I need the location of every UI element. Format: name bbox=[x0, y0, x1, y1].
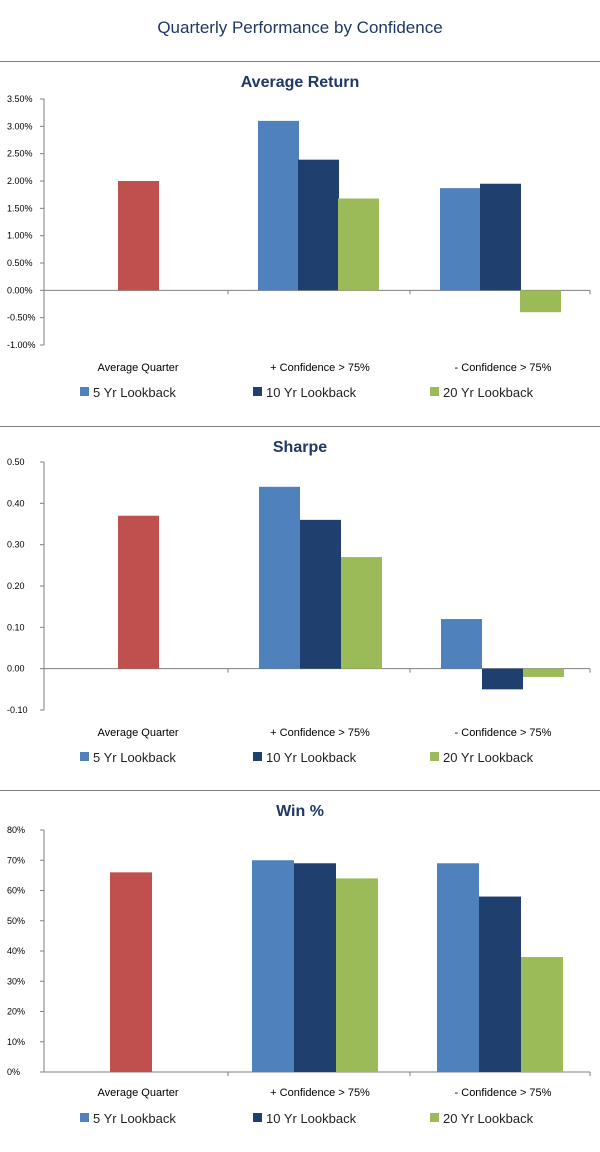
bar-20-yr-lookback-confidence-75 bbox=[521, 957, 563, 1072]
legend-label: 5 Yr Lookback bbox=[93, 1111, 176, 1126]
legend-swatch-10-yr-lookback bbox=[253, 752, 262, 761]
y-tick-label: 1.00% bbox=[7, 231, 33, 241]
legend-swatch-5-yr-lookback bbox=[80, 1113, 89, 1122]
y-tick-label: 10% bbox=[7, 1037, 25, 1047]
win-pct-chart: Win % 0% 10% 20% 30% 40% 50% 60% 70% 80% Average Q… bbox=[7, 803, 591, 1126]
category-label: - Confidence > 75% bbox=[455, 1087, 552, 1099]
y-tick-label: 0.50 bbox=[7, 457, 25, 467]
y-tick-label: 60% bbox=[7, 886, 25, 896]
category-label: + Confidence > 75% bbox=[270, 362, 370, 374]
y-tick-label: 1.50% bbox=[7, 203, 33, 213]
y-tick-label: -1.00% bbox=[7, 340, 36, 350]
legend-swatch-5-yr-lookback bbox=[80, 387, 89, 396]
legend-label: 10 Yr Lookback bbox=[266, 1111, 357, 1126]
legend-label: 5 Yr Lookback bbox=[93, 750, 176, 765]
y-tick-label: 0.20 bbox=[7, 581, 25, 591]
bar-10-yr-lookback-confidence-75 bbox=[298, 159, 339, 291]
y-tick-label: 70% bbox=[7, 855, 25, 865]
chart-title: Win % bbox=[276, 803, 324, 820]
bar-10-yr-lookback-confidence-75 bbox=[294, 863, 336, 1072]
category-label: - Confidence > 75% bbox=[455, 362, 552, 374]
category-label: Average Quarter bbox=[97, 727, 178, 739]
legend-label: 10 Yr Lookback bbox=[266, 385, 357, 400]
bar-20-yr-lookback-confidence-75 bbox=[520, 290, 561, 313]
y-tick-label: 0.50% bbox=[7, 258, 33, 268]
bar-20-yr-lookback-confidence-75 bbox=[523, 668, 564, 677]
y-tick-label: 0.40 bbox=[7, 498, 25, 508]
y-tick-label: 20% bbox=[7, 1007, 25, 1017]
bar-10-yr-lookback-confidence-75 bbox=[480, 183, 521, 291]
legend-label: 20 Yr Lookback bbox=[443, 750, 534, 765]
legend-label: 10 Yr Lookback bbox=[266, 750, 357, 765]
bar-5-yr-lookback-confidence-75 bbox=[437, 863, 479, 1072]
bar-5-yr-lookback-confidence-75 bbox=[258, 120, 299, 291]
category-label: Average Quarter bbox=[97, 1087, 178, 1099]
legend-label: 20 Yr Lookback bbox=[443, 385, 534, 400]
bar-5-yr-lookback-confidence-75 bbox=[441, 619, 482, 669]
y-tick-label: 0.10 bbox=[7, 622, 25, 632]
y-tick-label: 2.00% bbox=[7, 176, 33, 186]
bar-average-quarter bbox=[118, 181, 159, 291]
legend-swatch-20-yr-lookback bbox=[430, 387, 439, 396]
y-tick-label: -0.10 bbox=[7, 705, 28, 715]
bar-10-yr-lookback-confidence-75 bbox=[479, 896, 521, 1072]
category-label: + Confidence > 75% bbox=[270, 1087, 370, 1099]
y-tick-label: 50% bbox=[7, 916, 25, 926]
y-tick-label: 0% bbox=[7, 1067, 20, 1077]
y-tick-label: 30% bbox=[7, 976, 25, 986]
chart-panel-average-return: Average Return -1.00% -0.50% 0.00% 0.50% 1.00… bbox=[0, 61, 600, 427]
category-label: - Confidence > 75% bbox=[455, 727, 552, 739]
y-tick-label: 0.00% bbox=[7, 285, 33, 295]
legend-swatch-5-yr-lookback bbox=[80, 752, 89, 761]
bar-10-yr-lookback-confidence-75 bbox=[300, 519, 341, 669]
bar-20-yr-lookback-confidence-75 bbox=[338, 198, 379, 291]
chart-panel-sharpe: Sharpe -0.10 0.00 0.10 0.20 0.30 0.40 0.50 Avera… bbox=[0, 426, 600, 791]
y-tick-label: 3.00% bbox=[7, 121, 33, 131]
y-tick-label: -0.50% bbox=[7, 313, 36, 323]
bar-5-yr-lookback-confidence-75 bbox=[252, 860, 294, 1072]
legend-swatch-20-yr-lookback bbox=[430, 1113, 439, 1122]
y-tick-label: 2.50% bbox=[7, 149, 33, 159]
y-tick-label: 0.00 bbox=[7, 664, 25, 674]
legend-swatch-10-yr-lookback bbox=[253, 1113, 262, 1122]
category-label: + Confidence > 75% bbox=[270, 727, 370, 739]
bar-average-quarter bbox=[110, 872, 152, 1072]
category-label: Average Quarter bbox=[97, 362, 178, 374]
y-tick-label: 40% bbox=[7, 946, 25, 956]
sharpe-chart: Sharpe -0.10 0.00 0.10 0.20 0.30 0.40 0.50 Avera… bbox=[7, 439, 591, 765]
chart-title: Sharpe bbox=[273, 439, 327, 456]
legend-label: 5 Yr Lookback bbox=[93, 385, 176, 400]
chart-title: Average Return bbox=[241, 74, 360, 91]
chart-panel-win-pct: Win % 0% 10% 20% 30% 40% 50% 60% 70% 80% Average Q… bbox=[0, 790, 600, 1152]
legend-swatch-20-yr-lookback bbox=[430, 752, 439, 761]
legend-swatch-10-yr-lookback bbox=[253, 387, 262, 396]
average-return-chart: Average Return -1.00% -0.50% 0.00% 0.50% 1.00… bbox=[7, 74, 591, 400]
bar-5-yr-lookback-confidence-75 bbox=[440, 188, 481, 291]
bar-5-yr-lookback-confidence-75 bbox=[259, 486, 300, 669]
bar-20-yr-lookback-confidence-75 bbox=[341, 557, 382, 669]
legend-label: 20 Yr Lookback bbox=[443, 1111, 534, 1126]
page-title: Quarterly Performance by Confidence bbox=[157, 18, 443, 37]
bar-10-yr-lookback-confidence-75 bbox=[482, 668, 523, 690]
y-tick-label: 0.30 bbox=[7, 540, 25, 550]
bar-average-quarter bbox=[118, 515, 159, 669]
y-tick-label: 3.50% bbox=[7, 94, 33, 104]
bar-20-yr-lookback-confidence-75 bbox=[336, 878, 378, 1072]
y-tick-label: 80% bbox=[7, 825, 25, 835]
